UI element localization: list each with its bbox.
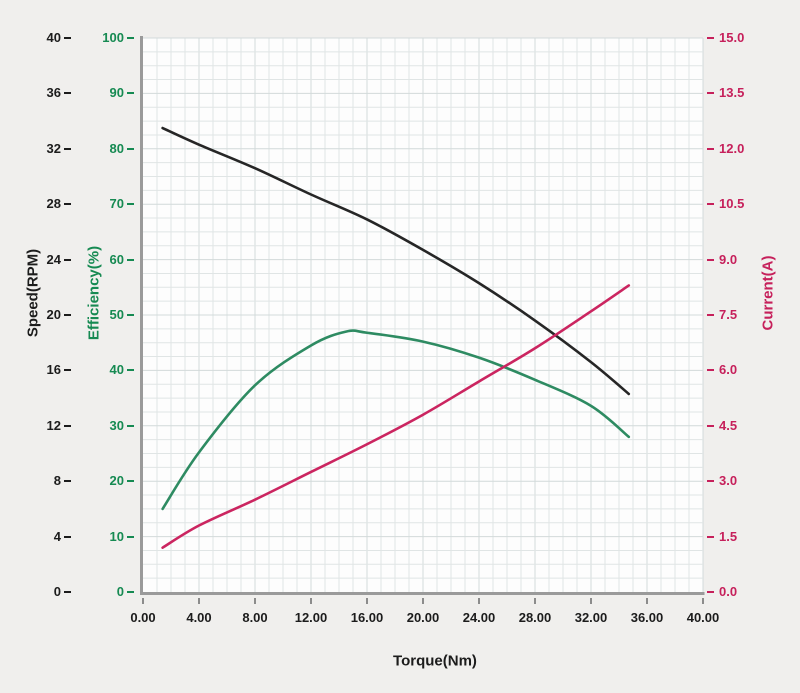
x-tick-8.00: 8.00 [242, 610, 268, 625]
efficiency-axis-title: Efficiency(%) [85, 245, 103, 341]
x-tick-36.00: 36.00 [630, 610, 664, 625]
x-tick-24.00: 24.00 [462, 610, 496, 625]
speed-axis-title: Speed(RPM) [24, 248, 42, 338]
x-tick-28.00: 28.00 [518, 610, 552, 625]
x-axis-title: Torque(Nm) [393, 652, 477, 670]
efficiency-curve [161, 329, 631, 511]
x-tick-0.00: 0.00 [130, 610, 156, 625]
x-tick-16.00: 16.00 [350, 610, 384, 625]
x-tick-20.00: 20.00 [406, 610, 440, 625]
current-axis-title: Current(A) [759, 255, 777, 331]
current-curve [161, 284, 631, 549]
x-tick-32.00: 32.00 [574, 610, 608, 625]
x-tick-40.00: 40.00 [686, 610, 720, 625]
speed-curve [161, 126, 631, 396]
x-tick-12.00: 12.00 [294, 610, 328, 625]
x-tick-4.00: 4.00 [186, 610, 212, 625]
